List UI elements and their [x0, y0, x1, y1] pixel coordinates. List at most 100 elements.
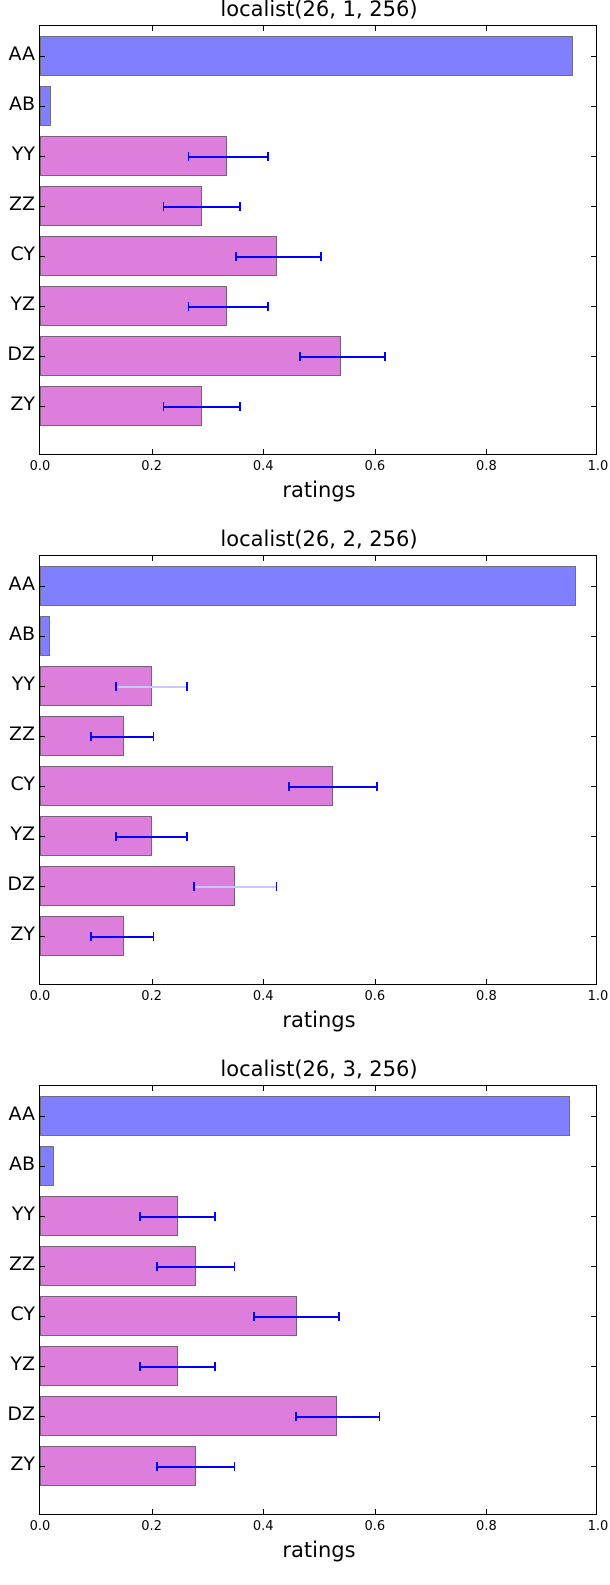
y-tick-label: ZZ	[8, 1253, 35, 1275]
chart-panel-1: localist(26, 1, 256) AA AB YY ZZ CY YZ DZ ZY 0.0 0…	[0, 0, 610, 525]
tick-mark	[263, 1509, 265, 1514]
y-tick-label: ZY	[10, 393, 35, 415]
error-bar-zz	[156, 1263, 236, 1270]
x-tick-label: 0.4	[252, 1519, 274, 1534]
tick-mark	[40, 736, 45, 737]
y-tick-label: YY	[11, 673, 35, 695]
error-bar-yy	[115, 683, 188, 690]
error-bar-zz	[162, 203, 241, 210]
y-tick-label: YZ	[10, 1353, 35, 1375]
tick-mark	[40, 306, 45, 307]
tick-mark	[40, 356, 45, 357]
error-bar-yy	[139, 1213, 217, 1220]
error-bar-yz	[139, 1363, 217, 1370]
error-bar-yz	[115, 833, 188, 840]
tick-mark	[591, 306, 596, 307]
chart-panel-2: localist(26, 2, 256) AA AB YY ZZ CY YZ DZ ZY 0.0 0…	[0, 527, 610, 1055]
tick-mark	[151, 26, 153, 31]
error-bar-cy	[235, 253, 323, 260]
error-bar-yy	[187, 153, 269, 160]
x-tick-label: 0.8	[476, 459, 497, 474]
tick-mark	[263, 979, 265, 984]
tick-mark	[151, 1086, 153, 1091]
plot-area	[39, 25, 597, 455]
tick-mark	[374, 556, 376, 561]
tick-mark	[591, 1216, 596, 1217]
y-tick-label: YY	[11, 1203, 35, 1225]
x-tick-label: 0.6	[364, 1519, 386, 1534]
tick-mark	[40, 1366, 45, 1367]
y-tick-label: ZZ	[8, 193, 35, 215]
tick-mark	[40, 1216, 45, 1217]
tick-mark	[40, 936, 45, 937]
error-bar-zz	[90, 733, 155, 740]
error-bar-yz	[187, 303, 269, 310]
x-tick-label: 0.2	[141, 1519, 162, 1534]
y-tick-label: AA	[8, 573, 35, 595]
error-bar-dz	[193, 883, 278, 890]
y-tick-label: DZ	[7, 1403, 35, 1425]
tick-mark	[591, 1116, 596, 1117]
error-bar-dz	[295, 1413, 381, 1420]
tick-mark	[151, 556, 153, 561]
tick-mark	[591, 106, 596, 107]
error-bar-zy	[162, 403, 241, 410]
tick-mark	[591, 206, 596, 207]
x-tick-label: 0.2	[141, 459, 162, 474]
tick-mark	[486, 449, 488, 454]
tick-mark	[486, 979, 488, 984]
tick-mark	[40, 156, 45, 157]
error-bar-zy	[90, 933, 155, 940]
tick-mark	[151, 979, 153, 984]
tick-mark	[151, 449, 153, 454]
tick-mark	[591, 836, 596, 837]
tick-mark	[374, 449, 376, 454]
tick-mark	[374, 1086, 376, 1091]
tick-mark	[40, 1266, 45, 1267]
chart-title: localist(26, 2, 256)	[220, 527, 418, 551]
tick-mark	[40, 1416, 45, 1417]
x-axis-label: ratings	[282, 478, 356, 502]
y-tick-label: AB	[8, 1153, 35, 1175]
tick-mark	[40, 886, 45, 887]
y-tick-label: CY	[10, 773, 35, 795]
y-tick-label: CY	[10, 243, 35, 265]
x-tick-label: 0.8	[476, 989, 497, 1004]
tick-mark	[40, 1316, 45, 1317]
bar-aa	[40, 566, 576, 606]
tick-mark	[486, 1509, 488, 1514]
bar-dz	[40, 336, 342, 376]
x-tick-label: 1.0	[587, 1519, 609, 1534]
error-bar-dz	[299, 353, 387, 360]
tick-mark	[591, 1366, 596, 1367]
x-tick-label: 0.0	[29, 459, 51, 474]
bar-aa	[40, 1096, 571, 1136]
x-tick-label: 0.6	[364, 989, 386, 1004]
error-bar-zy	[156, 1463, 236, 1470]
tick-mark	[486, 556, 488, 561]
tick-mark	[263, 1086, 265, 1091]
tick-mark	[374, 26, 376, 31]
x-tick-label: 1.0	[587, 989, 609, 1004]
tick-mark	[591, 406, 596, 407]
y-tick-label: AA	[8, 1103, 35, 1125]
tick-mark	[591, 1316, 596, 1317]
tick-mark	[591, 1266, 596, 1267]
y-tick-label: DZ	[7, 873, 35, 895]
tick-mark	[374, 979, 376, 984]
y-tick-label: ZY	[10, 1453, 35, 1475]
tick-mark	[591, 936, 596, 937]
error-bar-cy	[253, 1313, 341, 1320]
tick-mark	[40, 1466, 45, 1467]
y-tick-label: YZ	[10, 293, 35, 315]
tick-mark	[591, 786, 596, 787]
tick-mark	[591, 886, 596, 887]
tick-mark	[591, 1416, 596, 1417]
y-tick-label: DZ	[7, 343, 35, 365]
x-tick-label: 1.0	[587, 459, 609, 474]
tick-mark	[591, 1466, 596, 1467]
tick-mark	[591, 56, 596, 57]
y-tick-label: YY	[11, 143, 35, 165]
chart-panel-3: localist(26, 3, 256) AA AB YY ZZ CY YZ DZ ZY 0.0 0…	[0, 1057, 610, 1585]
x-axis-label: ratings	[282, 1538, 356, 1562]
